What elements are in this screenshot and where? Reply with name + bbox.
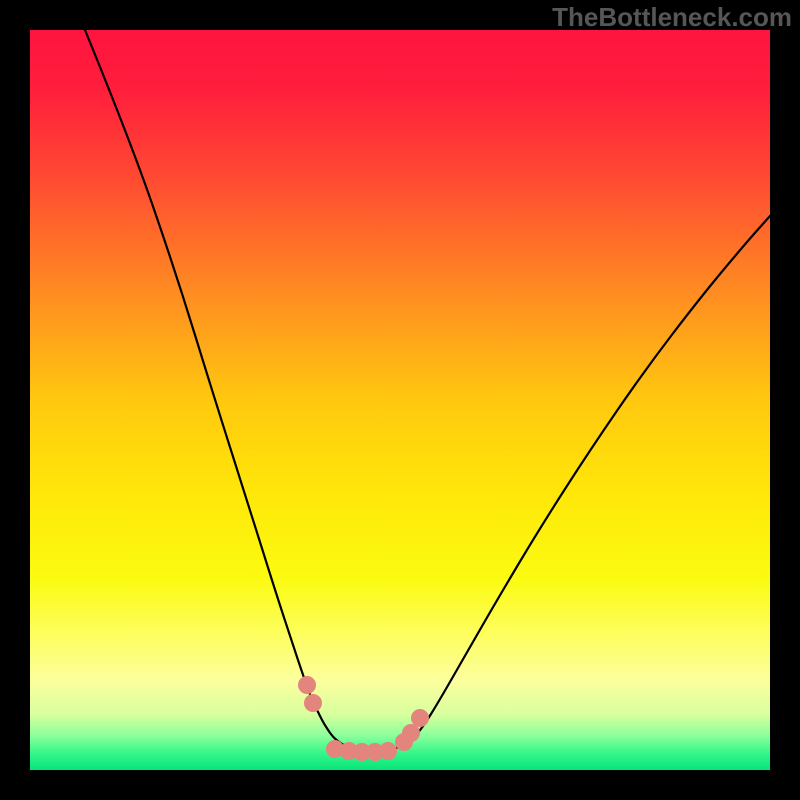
bottleneck-valley-chart (30, 30, 770, 770)
gradient-background (30, 30, 770, 770)
marker-point (380, 743, 397, 760)
marker-point (305, 695, 322, 712)
watermark-text: TheBottleneck.com (552, 2, 792, 33)
marker-point (412, 710, 429, 727)
marker-point (299, 677, 316, 694)
chart-frame (0, 0, 800, 800)
marker-point (403, 725, 420, 742)
